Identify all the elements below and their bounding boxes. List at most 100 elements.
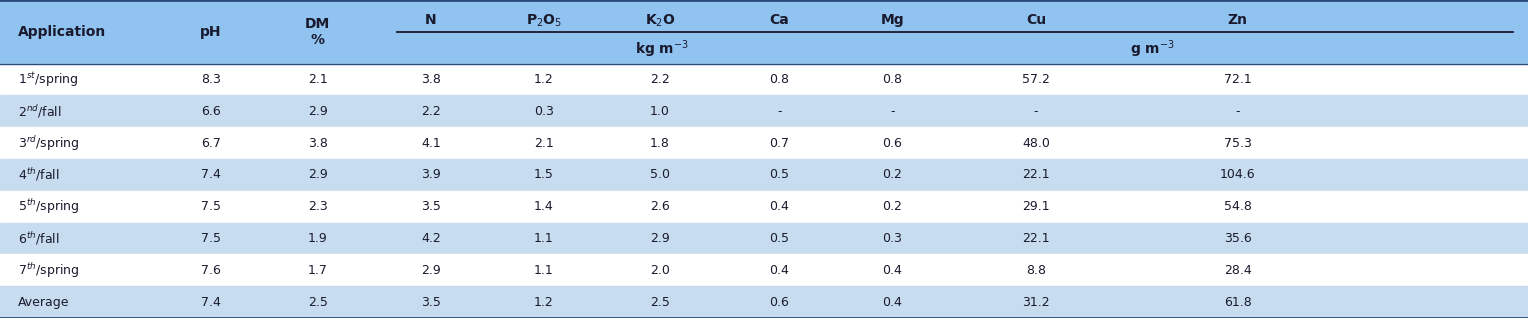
Bar — [0, 286, 1528, 318]
Text: 1.7: 1.7 — [307, 264, 329, 277]
Text: 7$^{th}$/spring: 7$^{th}$/spring — [18, 261, 79, 280]
Text: 8.3: 8.3 — [200, 73, 222, 86]
Text: 2.5: 2.5 — [307, 296, 329, 308]
Text: 22.1: 22.1 — [1022, 169, 1050, 181]
Text: 2.1: 2.1 — [309, 73, 327, 86]
Text: 0.4: 0.4 — [882, 264, 903, 277]
Text: 5$^{th}$/spring: 5$^{th}$/spring — [18, 197, 79, 216]
Text: 0.2: 0.2 — [882, 169, 903, 181]
Text: 3.8: 3.8 — [420, 73, 442, 86]
Text: 29.1: 29.1 — [1022, 200, 1050, 213]
Text: 2.3: 2.3 — [309, 200, 327, 213]
Text: 8.8: 8.8 — [1025, 264, 1047, 277]
Text: 6.7: 6.7 — [200, 137, 222, 149]
Text: 6.6: 6.6 — [202, 105, 220, 118]
Text: 57.2: 57.2 — [1022, 73, 1050, 86]
Text: 4$^{th}$/fall: 4$^{th}$/fall — [18, 166, 60, 183]
Text: 3.5: 3.5 — [420, 200, 442, 213]
Text: 61.8: 61.8 — [1224, 296, 1251, 308]
Text: 2.1: 2.1 — [535, 137, 553, 149]
Text: 48.0: 48.0 — [1022, 137, 1050, 149]
Text: 0.7: 0.7 — [769, 137, 790, 149]
Text: 7.4: 7.4 — [200, 169, 222, 181]
Text: 4.1: 4.1 — [422, 137, 440, 149]
Text: 0.5: 0.5 — [769, 232, 790, 245]
Bar — [0, 254, 1528, 286]
Text: N: N — [425, 13, 437, 27]
Text: 104.6: 104.6 — [1219, 169, 1256, 181]
Text: K$_2$O: K$_2$O — [645, 12, 675, 29]
Text: Average: Average — [18, 296, 70, 308]
Text: 0.4: 0.4 — [882, 296, 903, 308]
Text: 28.4: 28.4 — [1224, 264, 1251, 277]
Text: 2$^{nd}$/fall: 2$^{nd}$/fall — [18, 103, 63, 120]
Text: 2.9: 2.9 — [309, 169, 327, 181]
Text: 5.0: 5.0 — [649, 169, 671, 181]
Text: -: - — [778, 105, 781, 118]
Text: Mg: Mg — [880, 13, 905, 27]
Text: 54.8: 54.8 — [1224, 200, 1251, 213]
Text: 4.2: 4.2 — [422, 232, 440, 245]
Bar — [0, 64, 1528, 95]
Text: -: - — [1236, 105, 1239, 118]
Text: 3.5: 3.5 — [420, 296, 442, 308]
Text: 1.2: 1.2 — [535, 73, 553, 86]
Text: 2.9: 2.9 — [651, 232, 669, 245]
Text: P$_2$O$_5$: P$_2$O$_5$ — [526, 12, 562, 29]
Text: 7.4: 7.4 — [200, 296, 222, 308]
Text: 0.5: 0.5 — [769, 169, 790, 181]
Text: 6$^{th}$/fall: 6$^{th}$/fall — [18, 230, 60, 247]
Text: DM
%: DM % — [306, 17, 330, 47]
Text: 0.4: 0.4 — [769, 264, 790, 277]
Text: 1.8: 1.8 — [649, 137, 671, 149]
Text: 2.2: 2.2 — [422, 105, 440, 118]
Text: 2.6: 2.6 — [651, 200, 669, 213]
Text: 0.3: 0.3 — [533, 105, 555, 118]
Text: 1.2: 1.2 — [535, 296, 553, 308]
Text: 0.2: 0.2 — [882, 200, 903, 213]
Text: 7.5: 7.5 — [200, 232, 222, 245]
Text: 35.6: 35.6 — [1224, 232, 1251, 245]
Text: 0.6: 0.6 — [769, 296, 790, 308]
Text: 3.8: 3.8 — [307, 137, 329, 149]
Text: Zn: Zn — [1227, 13, 1248, 27]
Text: 1.0: 1.0 — [649, 105, 671, 118]
Bar — [0, 159, 1528, 191]
Text: 31.2: 31.2 — [1022, 296, 1050, 308]
Text: 3.9: 3.9 — [422, 169, 440, 181]
Bar — [0, 95, 1528, 127]
Text: 2.9: 2.9 — [422, 264, 440, 277]
Text: kg m$^{-3}$: kg m$^{-3}$ — [634, 39, 689, 60]
Text: 0.8: 0.8 — [882, 73, 903, 86]
Text: 2.2: 2.2 — [651, 73, 669, 86]
Bar — [0, 0, 1528, 64]
Text: g m$^{-3}$: g m$^{-3}$ — [1129, 39, 1175, 60]
Text: Ca: Ca — [770, 13, 788, 27]
Text: 0.6: 0.6 — [882, 137, 903, 149]
Text: 1.1: 1.1 — [535, 264, 553, 277]
Text: 1.1: 1.1 — [535, 232, 553, 245]
Text: Application: Application — [18, 25, 107, 39]
Bar — [0, 223, 1528, 254]
Text: 0.4: 0.4 — [769, 200, 790, 213]
Text: 22.1: 22.1 — [1022, 232, 1050, 245]
Text: 2.0: 2.0 — [649, 264, 671, 277]
Text: 1$^{st}$/spring: 1$^{st}$/spring — [18, 70, 79, 89]
Text: Cu: Cu — [1025, 13, 1047, 27]
Text: 2.5: 2.5 — [649, 296, 671, 308]
Text: 3$^{rd}$/spring: 3$^{rd}$/spring — [18, 134, 79, 153]
Text: 0.8: 0.8 — [769, 73, 790, 86]
Text: -: - — [891, 105, 894, 118]
Bar — [0, 191, 1528, 223]
Text: 7.6: 7.6 — [200, 264, 222, 277]
Text: -: - — [1034, 105, 1038, 118]
Text: 72.1: 72.1 — [1224, 73, 1251, 86]
Bar — [0, 127, 1528, 159]
Text: 1.9: 1.9 — [309, 232, 327, 245]
Text: 7.5: 7.5 — [200, 200, 222, 213]
Text: 75.3: 75.3 — [1224, 137, 1251, 149]
Text: 1.4: 1.4 — [535, 200, 553, 213]
Text: 0.3: 0.3 — [882, 232, 903, 245]
Text: 2.9: 2.9 — [309, 105, 327, 118]
Text: pH: pH — [200, 25, 222, 39]
